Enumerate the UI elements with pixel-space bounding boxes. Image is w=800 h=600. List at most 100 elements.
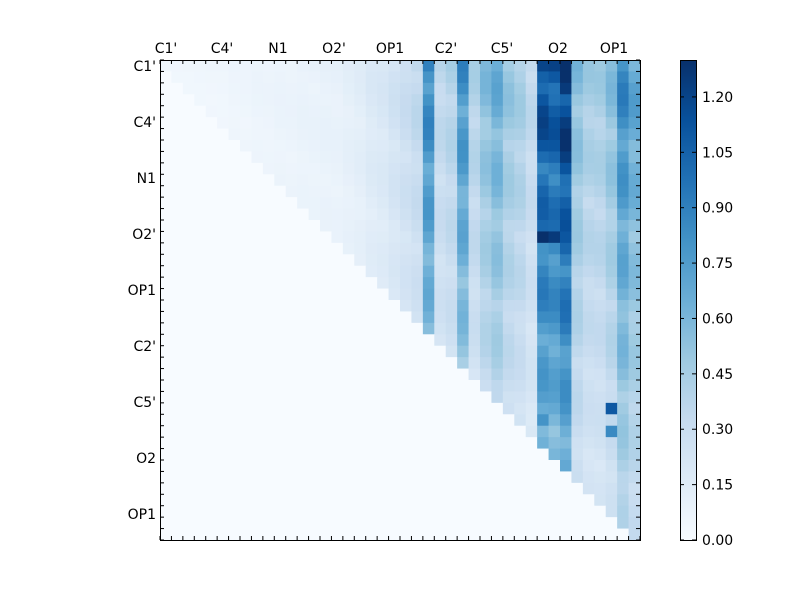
heatmap-cell — [422, 174, 435, 187]
heatmap-cell — [537, 402, 549, 415]
heatmap-cell — [571, 82, 584, 95]
heatmap-cell — [605, 220, 618, 232]
heatmap-cell — [560, 471, 572, 484]
heatmap-cell — [594, 231, 607, 244]
heatmap-cell — [160, 300, 172, 312]
heatmap-cell — [571, 460, 584, 472]
heatmap-cell — [297, 162, 309, 175]
heatmap-cell — [377, 277, 389, 289]
heatmap-cell — [411, 185, 424, 198]
heatmap-cell — [331, 357, 344, 369]
heatmap-cell — [457, 277, 469, 289]
heatmap-cell — [480, 185, 492, 198]
heatmap-cell — [205, 402, 218, 415]
heatmap-cell — [194, 60, 207, 72]
heatmap-cell — [377, 345, 389, 358]
heatmap-cell — [445, 425, 458, 438]
heatmap-cell — [457, 437, 469, 449]
heatmap-cell — [388, 311, 401, 324]
heatmap-cell — [594, 494, 607, 507]
heatmap-cell — [308, 288, 321, 301]
heatmap-cell — [160, 220, 172, 232]
heatmap-cell — [240, 185, 252, 198]
heatmap-cell — [468, 288, 481, 301]
heatmap-cell — [377, 460, 389, 472]
heatmap-cell — [548, 471, 561, 484]
heatmap-cell — [342, 380, 355, 392]
heatmap-cell — [285, 460, 298, 472]
heatmap-cell — [262, 242, 275, 255]
heatmap-cell — [308, 140, 321, 152]
heatmap-cell — [160, 482, 172, 495]
heatmap-cell — [240, 288, 252, 301]
heatmap-cell — [171, 151, 184, 164]
heatmap-cell — [480, 140, 492, 152]
heatmap-cell — [422, 94, 435, 107]
heatmap-cell — [251, 82, 264, 95]
heatmap-cell — [388, 197, 401, 209]
heatmap-cell — [228, 71, 241, 84]
heatmap-cell — [400, 288, 412, 301]
heatmap-cell — [560, 460, 572, 472]
heatmap-cell — [411, 265, 424, 278]
heatmap-cell — [160, 277, 172, 289]
heatmap-cell — [468, 322, 481, 335]
heatmap-cell — [262, 460, 275, 472]
heatmap-cell — [468, 380, 481, 392]
heatmap-cell — [400, 117, 412, 129]
heatmap-cell — [240, 482, 252, 495]
heatmap-cell — [171, 437, 184, 449]
heatmap-cell — [525, 277, 538, 289]
heatmap-cell — [217, 357, 229, 369]
heatmap-cell — [194, 322, 207, 335]
heatmap-cell — [445, 448, 458, 461]
heatmap-cell — [617, 128, 629, 141]
heatmap-cell — [491, 288, 504, 301]
heatmap-cell — [502, 60, 515, 72]
heatmap-cell — [548, 482, 561, 495]
heatmap-cell — [320, 437, 332, 449]
heatmap-cell — [605, 437, 618, 449]
heatmap-cell — [628, 220, 641, 232]
heatmap-cell — [251, 322, 264, 335]
heatmap-cell — [354, 94, 367, 107]
heatmap-cell — [354, 517, 367, 529]
heatmap-cell — [205, 197, 218, 209]
heatmap-cell — [502, 494, 515, 507]
heatmap-cell — [354, 151, 367, 164]
heatmap-cell — [228, 220, 241, 232]
heatmap-cell — [514, 60, 527, 72]
heatmap-cell — [628, 517, 641, 529]
heatmap-cell — [262, 288, 275, 301]
heatmap-cell — [514, 414, 527, 427]
heatmap-cell — [274, 128, 287, 141]
heatmap-cell — [160, 94, 172, 107]
heatmap-cell — [411, 288, 424, 301]
heatmap-cell — [560, 505, 572, 518]
heatmap-cell — [251, 345, 264, 358]
heatmap-cell — [262, 117, 275, 129]
heatmap-cell — [251, 140, 264, 152]
heatmap-cell — [308, 231, 321, 244]
heatmap-cell — [377, 322, 389, 335]
heatmap-cell — [217, 265, 229, 278]
heatmap-cell — [354, 471, 367, 484]
heatmap-cell — [434, 60, 447, 72]
heatmap-cell — [525, 220, 538, 232]
heatmap-cell — [594, 414, 607, 427]
heatmap-cell — [594, 265, 607, 278]
heatmap-cell — [480, 208, 492, 221]
heatmap-cell — [342, 82, 355, 95]
heatmap-cell — [422, 265, 435, 278]
heatmap-cell — [205, 414, 218, 427]
heatmap-cell — [480, 265, 492, 278]
heatmap-cell — [514, 242, 527, 255]
heatmap-cell — [320, 460, 332, 472]
heatmap-cell — [342, 414, 355, 427]
heatmap-cell — [388, 334, 401, 347]
heatmap-cell — [251, 391, 264, 404]
heatmap-cell — [354, 380, 367, 392]
heatmap-cell — [388, 174, 401, 187]
heatmap-cell — [217, 162, 229, 175]
heatmap-cell — [617, 357, 629, 369]
